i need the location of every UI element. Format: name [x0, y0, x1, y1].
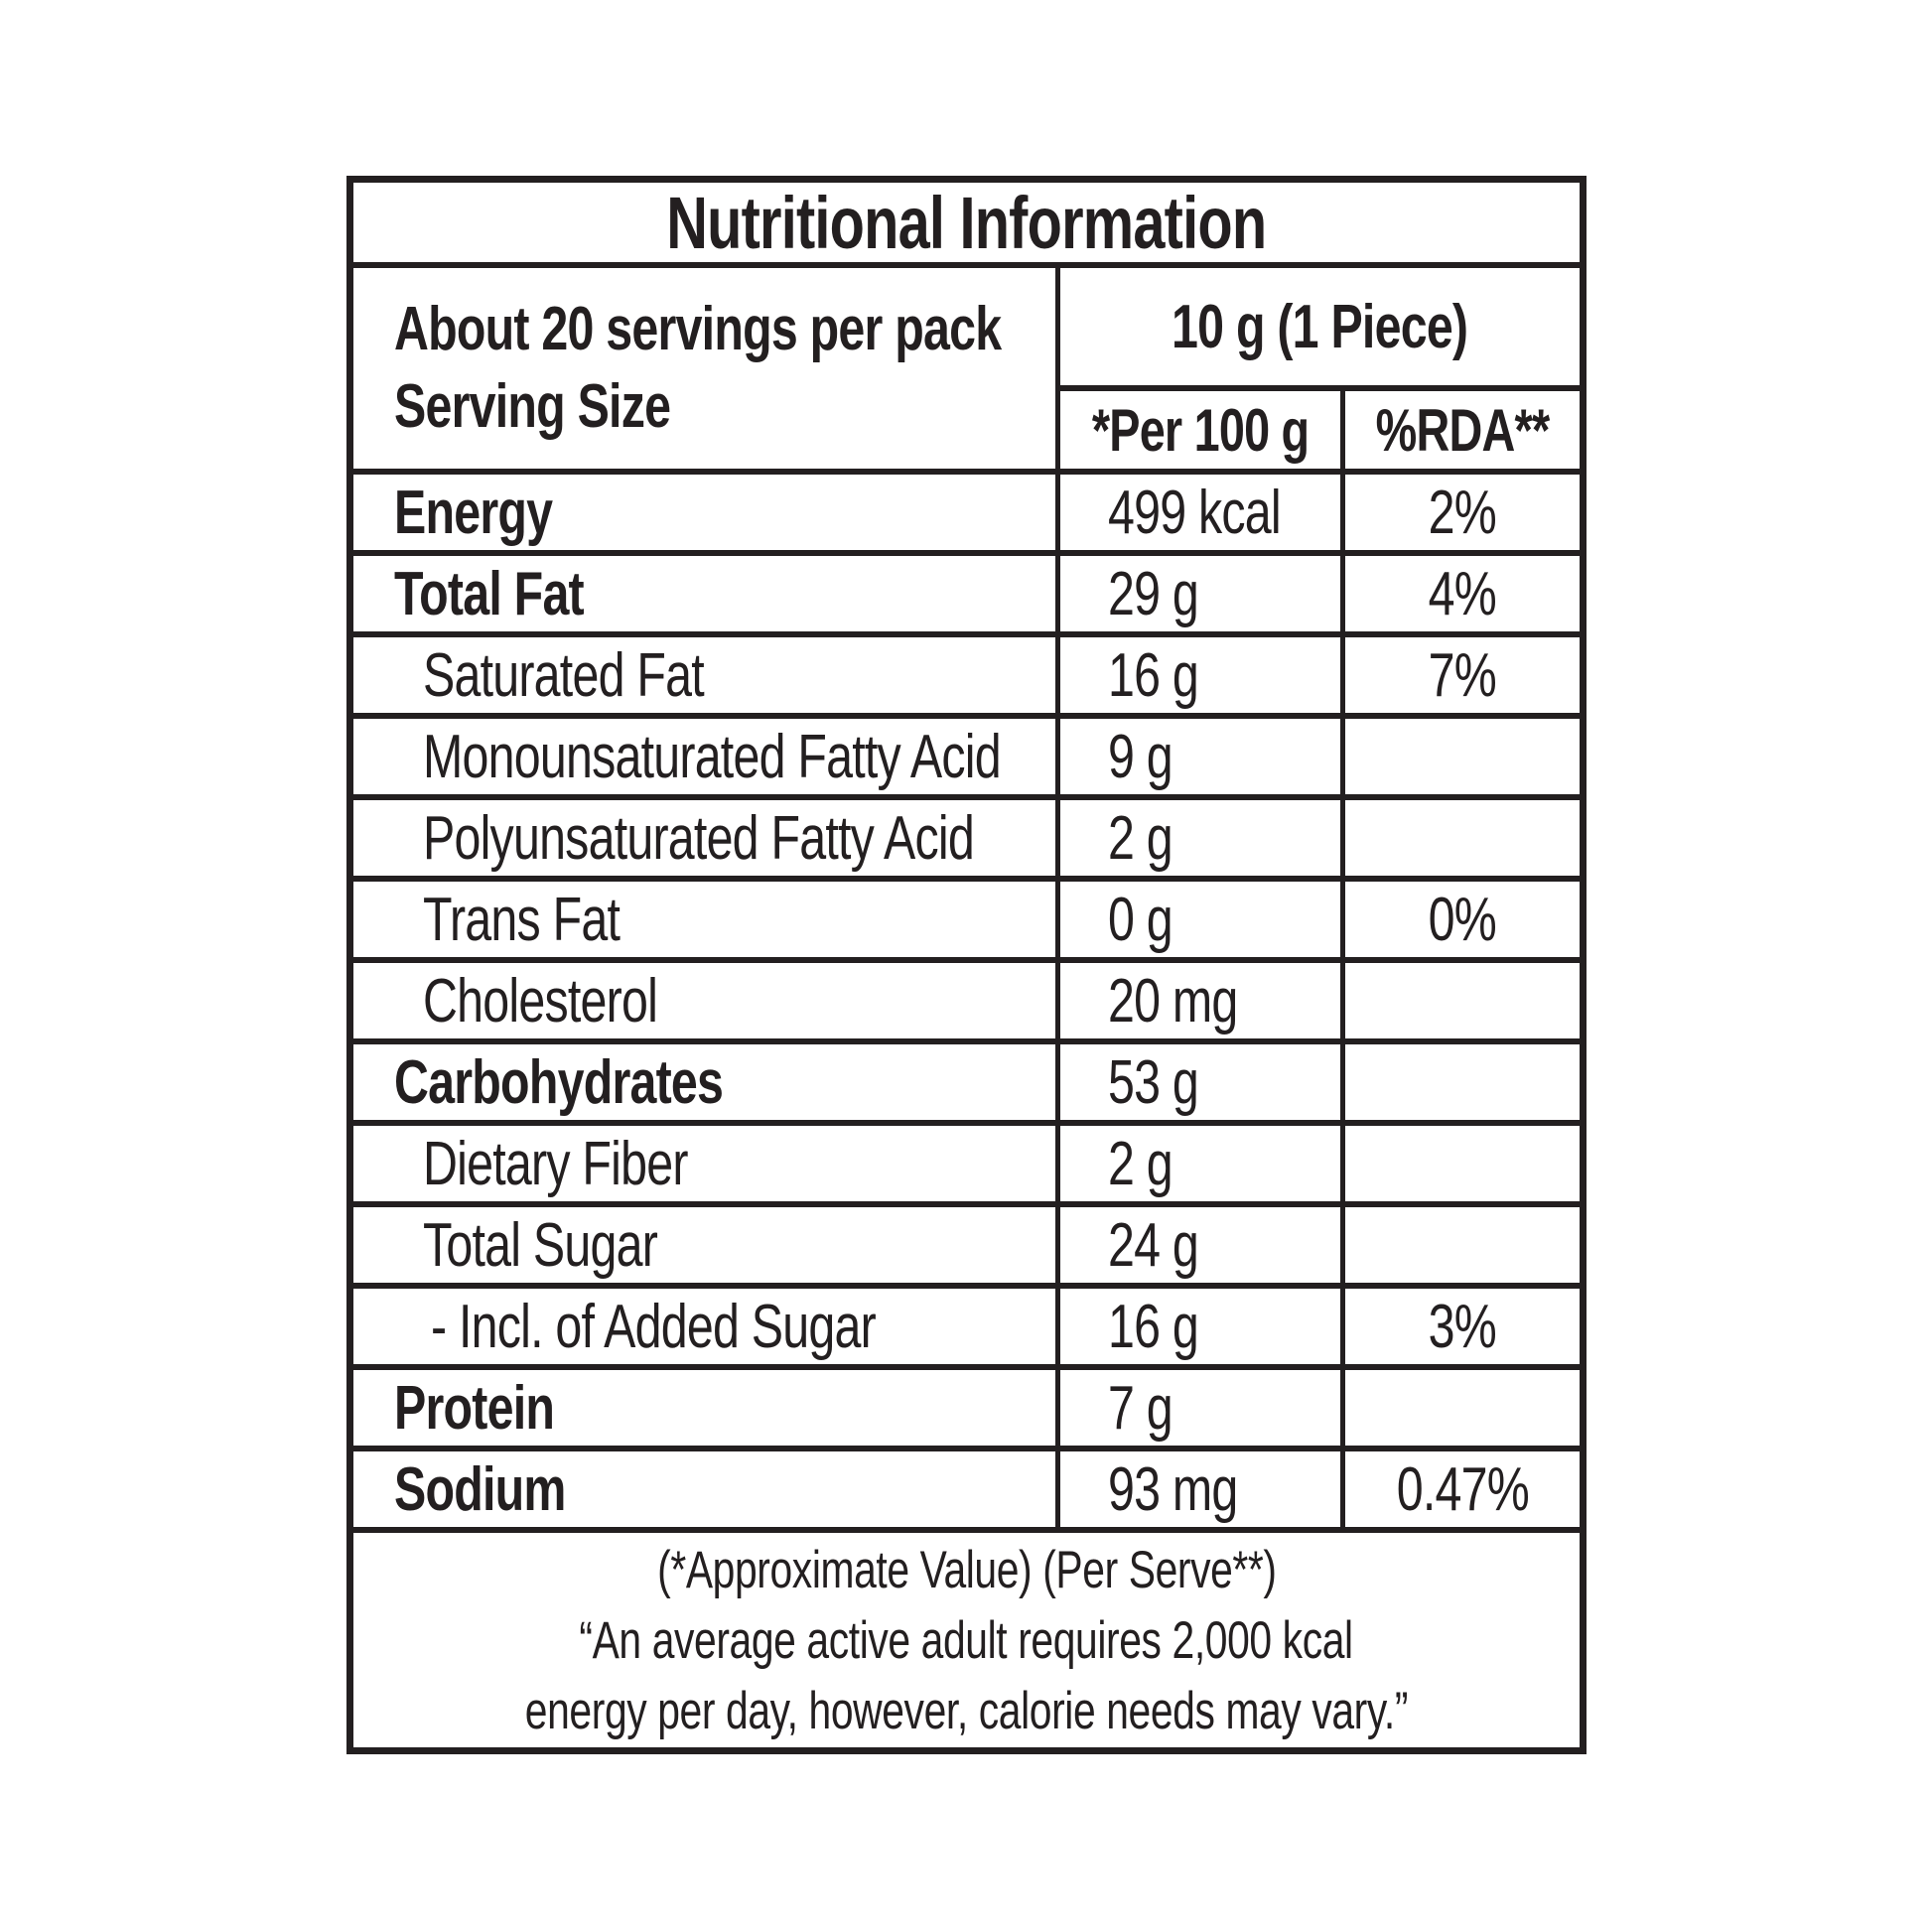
table-row-trans-fat: Trans Fat 0 g 0%	[353, 882, 1580, 963]
table-row-dietary-fiber: Dietary Fiber 2 g	[353, 1126, 1580, 1207]
title-row: Nutritional Information	[353, 181, 1580, 268]
serving-amount-cell: 10 g (1 Piece)	[1060, 268, 1580, 391]
nutrient-rda: 7%	[1428, 640, 1497, 710]
nutrient-rda: 4%	[1428, 559, 1497, 628]
nutrition-table: Nutritional Information About 20 serving…	[346, 176, 1587, 1754]
rda-column-header: %RDA**	[1375, 396, 1551, 464]
table-row-cholesterol: Cholesterol 20 mg	[353, 963, 1580, 1044]
nutrient-label: Carbohydrates	[353, 1044, 1060, 1120]
table-row-total-fat: Total Fat 29 g 4%	[353, 556, 1580, 637]
table-row-total-sugar: Total Sugar 24 g	[353, 1207, 1580, 1289]
nutrient-rda	[1345, 800, 1580, 876]
nutrient-value: 29 g	[1060, 556, 1345, 631]
nutrient-value: 2 g	[1060, 800, 1345, 876]
serving-size-label: Serving Size	[394, 372, 671, 441]
nutrient-label: Polyunsaturated Fatty Acid	[353, 800, 1060, 876]
per-100g-column-header: *Per 100 g	[1060, 391, 1345, 469]
nutrient-value: 93 mg	[1060, 1451, 1345, 1527]
nutrient-label: Protein	[353, 1370, 1060, 1446]
nutrient-rda: 3%	[1428, 1292, 1497, 1361]
nutrient-label: Trans Fat	[353, 882, 1060, 957]
nutrient-rda	[1345, 963, 1580, 1038]
table-row-carbohydrates: Carbohydrates 53 g	[353, 1044, 1580, 1126]
serving-amount-value: 10 g (1 Piece)	[1172, 292, 1468, 361]
nutrient-value: 53 g	[1060, 1044, 1345, 1120]
nutrient-value: 9 g	[1060, 719, 1345, 794]
nutrient-label: Total Sugar	[353, 1207, 1060, 1283]
nutrient-value: 16 g	[1060, 1289, 1345, 1364]
nutrient-label: - Incl. of Added Sugar	[353, 1289, 1060, 1364]
nutrient-label: Sodium	[353, 1451, 1060, 1527]
page-title: Nutritional Information	[666, 181, 1267, 264]
nutrient-label: Energy	[353, 475, 1060, 550]
footnote-line-1: (*Approximate Value) (Per Serve**)	[656, 1540, 1277, 1599]
nutrient-label: Dietary Fiber	[353, 1126, 1060, 1201]
table-row-polyunsaturated: Polyunsaturated Fatty Acid 2 g	[353, 800, 1580, 882]
nutrient-value: 20 mg	[1060, 963, 1345, 1038]
table-row-sodium: Sodium 93 mg 0.47%	[353, 1451, 1580, 1533]
nutrient-value: 499 kcal	[1060, 475, 1345, 550]
nutrient-rda: 0.47%	[1396, 1454, 1529, 1524]
nutrient-rda	[1345, 1370, 1580, 1446]
table-row-added-sugar: - Incl. of Added Sugar 16 g 3%	[353, 1289, 1580, 1370]
table-row-saturated-fat: Saturated Fat 16 g 7%	[353, 637, 1580, 719]
nutrient-rda: 2%	[1428, 478, 1497, 547]
nutrient-value: 2 g	[1060, 1126, 1345, 1201]
nutrient-value: 7 g	[1060, 1370, 1345, 1446]
table-row-protein: Protein 7 g	[353, 1370, 1580, 1451]
footer-note: (*Approximate Value) (Per Serve**) “An a…	[353, 1533, 1580, 1747]
nutrient-label: Monounsaturated Fatty Acid	[353, 719, 1060, 794]
nutrient-value: 24 g	[1060, 1207, 1345, 1283]
nutrient-label: Saturated Fat	[353, 637, 1060, 713]
nutrient-label: Total Fat	[353, 556, 1060, 631]
table-row-monounsaturated: Monounsaturated Fatty Acid 9 g	[353, 719, 1580, 800]
nutrient-rda	[1345, 719, 1580, 794]
serving-columns: 10 g (1 Piece) *Per 100 g %RDA**	[1060, 268, 1580, 469]
servings-cell: About 20 servings per pack Serving Size	[353, 268, 1060, 469]
nutrient-label: Cholesterol	[353, 963, 1060, 1038]
nutrient-value: 0 g	[1060, 882, 1345, 957]
footnote-line-2: “An average active adult requires 2,000 …	[579, 1610, 1354, 1670]
nutrient-value: 16 g	[1060, 637, 1345, 713]
nutrient-rda	[1345, 1044, 1580, 1120]
footnote-line-3: energy per day, however, calorie needs m…	[524, 1681, 1409, 1740]
nutrient-rda: 0%	[1428, 885, 1497, 954]
table-row-energy: Energy 499 kcal 2%	[353, 475, 1580, 556]
servings-per-pack-text: About 20 servings per pack	[394, 295, 1002, 363]
column-headers: *Per 100 g %RDA**	[1060, 391, 1580, 469]
nutrient-rda	[1345, 1126, 1580, 1201]
nutrient-rda	[1345, 1207, 1580, 1283]
header-row: About 20 servings per pack Serving Size …	[353, 268, 1580, 475]
